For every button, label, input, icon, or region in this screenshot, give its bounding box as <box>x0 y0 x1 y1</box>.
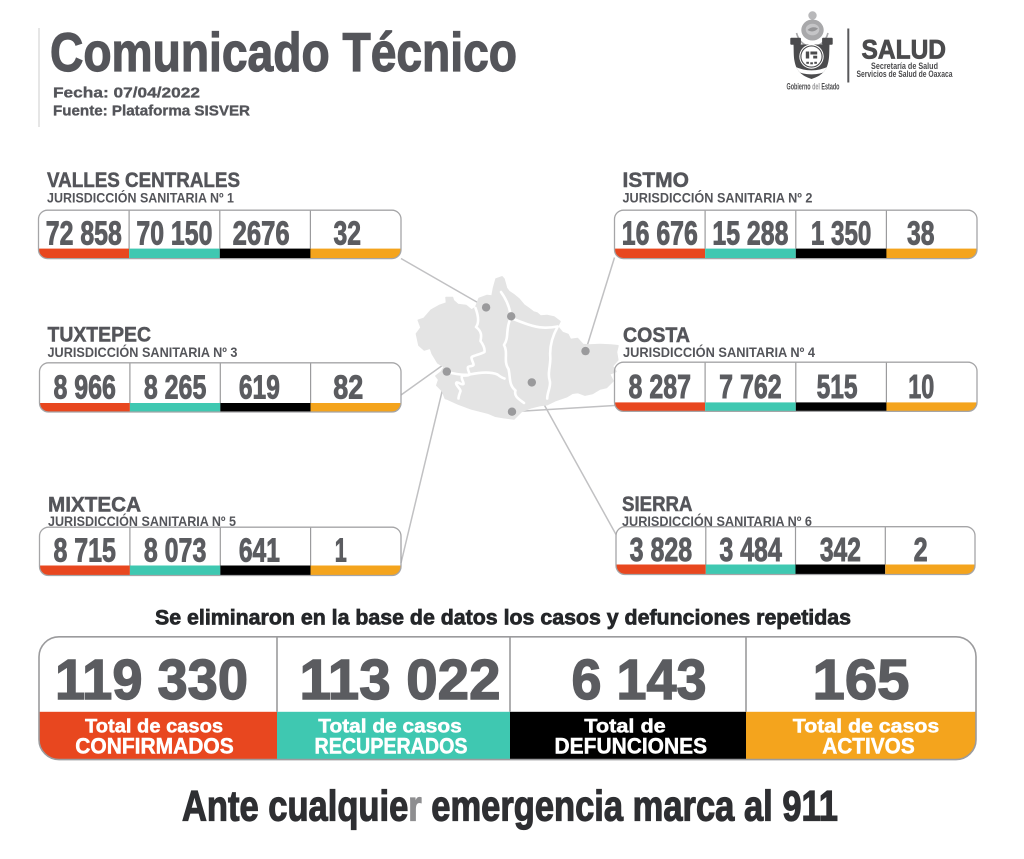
svg-text:515: 515 <box>817 369 858 406</box>
svg-text:3 828: 3 828 <box>630 532 693 569</box>
svg-text:JURISDICCIÓN SANITARIA Nº 3: JURISDICCIÓN SANITARIA Nº 3 <box>48 343 238 360</box>
svg-text:DEFUNCIONES: DEFUNCIONES <box>555 734 708 759</box>
svg-text:Total de: Total de <box>584 716 666 738</box>
svg-text:10: 10 <box>908 369 934 406</box>
svg-text:72 858: 72 858 <box>46 216 122 253</box>
svg-text:8 966: 8 966 <box>53 369 116 406</box>
svg-text:8 287: 8 287 <box>629 369 692 406</box>
svg-text:Total de casos: Total de casos <box>318 716 462 738</box>
svg-text:342: 342 <box>820 532 861 569</box>
svg-text:JURISDICCIÓN SANITARIA Nº 4: JURISDICCIÓN SANITARIA Nº 4 <box>623 343 815 360</box>
svg-text:2676: 2676 <box>233 216 290 253</box>
svg-text:Comunicado Técnico: Comunicado Técnico <box>50 21 517 83</box>
svg-text:32: 32 <box>333 216 361 253</box>
svg-text:Fecha: 07/04/2022: Fecha: 07/04/2022 <box>53 85 200 102</box>
svg-text:2: 2 <box>914 532 928 569</box>
svg-text:38: 38 <box>907 216 935 253</box>
svg-text:JURISDICCIÓN SANITARIA Nº 6: JURISDICCIÓN SANITARIA Nº 6 <box>622 512 812 529</box>
svg-text:JURISDICCIÓN SANITARIA Nº 1: JURISDICCIÓN SANITARIA Nº 1 <box>47 189 234 206</box>
svg-text:165: 165 <box>813 648 910 712</box>
svg-text:Servicios de Salud de Oaxaca: Servicios de Salud de Oaxaca <box>857 69 954 80</box>
svg-text:Ante cualquier emergencia marc: Ante cualquier emergencia marca al 911 <box>182 784 838 831</box>
svg-text:JURISDICCIÓN SANITARIA Nº 2: JURISDICCIÓN SANITARIA Nº 2 <box>623 189 813 206</box>
svg-text:VALLES CENTRALES: VALLES CENTRALES <box>47 168 240 192</box>
svg-text:ACTIVOS: ACTIVOS <box>822 734 915 759</box>
svg-text:1 350: 1 350 <box>811 216 872 253</box>
svg-text:1: 1 <box>335 532 347 569</box>
svg-text:Total de casos: Total de casos <box>85 716 223 738</box>
svg-text:8 715: 8 715 <box>53 532 116 569</box>
svg-text:RECUPERADOS: RECUPERADOS <box>315 734 468 759</box>
svg-text:113 022: 113 022 <box>300 648 501 712</box>
svg-text:619: 619 <box>239 369 280 406</box>
svg-text:Se eliminaron en la base de da: Se eliminaron en la base de datos los ca… <box>155 607 851 630</box>
svg-text:COSTA: COSTA <box>623 323 690 347</box>
svg-text:SALUD: SALUD <box>862 35 947 65</box>
svg-text:Fuente: Plataforma SISVER: Fuente: Plataforma SISVER <box>53 103 250 120</box>
svg-text:82: 82 <box>333 369 363 406</box>
svg-text:8 265: 8 265 <box>144 369 207 406</box>
svg-text:SIERRA: SIERRA <box>622 492 693 516</box>
svg-text:ISTMO: ISTMO <box>623 168 690 192</box>
svg-text:Total de casos: Total de casos <box>793 716 940 738</box>
svg-text:3 484: 3 484 <box>719 532 782 569</box>
svg-text:Gobierno del Estado: Gobierno del Estado <box>787 82 840 92</box>
svg-text:6 143: 6 143 <box>572 648 707 712</box>
svg-text:641: 641 <box>239 532 280 569</box>
svg-text:119 330: 119 330 <box>55 648 248 712</box>
svg-text:8 073: 8 073 <box>144 532 207 569</box>
svg-text:7 762: 7 762 <box>719 369 782 406</box>
svg-text:TUXTEPEC: TUXTEPEC <box>48 322 152 346</box>
svg-text:70 150: 70 150 <box>136 216 212 253</box>
svg-text:16 676: 16 676 <box>622 216 698 253</box>
svg-text:CONFIRMADOS: CONFIRMADOS <box>75 734 234 759</box>
svg-text:15 288: 15 288 <box>712 216 788 253</box>
svg-text:Secretaría de Salud: Secretaría de Salud <box>871 61 938 72</box>
svg-text:MIXTECA: MIXTECA <box>48 492 141 516</box>
svg-text:JURISDICCIÓN SANITARIA Nº 5: JURISDICCIÓN SANITARIA Nº 5 <box>48 512 236 529</box>
